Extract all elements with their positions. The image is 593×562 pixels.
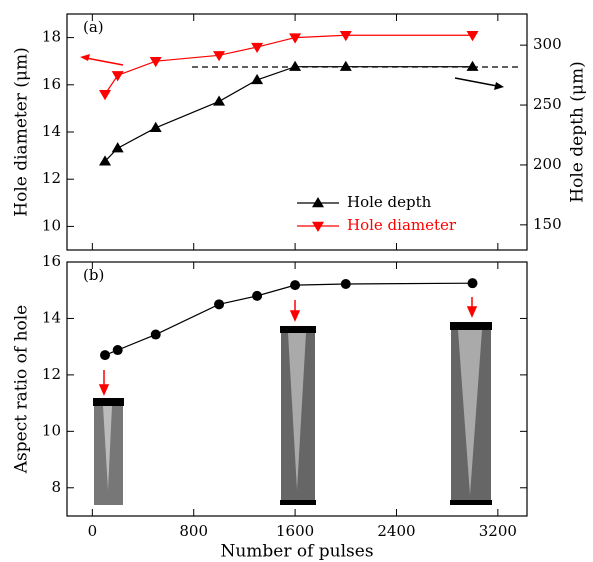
y-tick-label: 12 [42, 169, 61, 187]
series-line [104, 282, 473, 356]
marker [339, 31, 352, 42]
sem-images [93, 297, 492, 505]
y-tick-label: 12 [42, 365, 61, 383]
plot-frame [66, 13, 528, 251]
marker [290, 280, 301, 291]
marker [149, 57, 162, 68]
panel-label: (b) [83, 266, 104, 284]
y-tick-label: 14 [42, 122, 61, 140]
marker [467, 278, 478, 289]
panel-label: (a) [83, 18, 104, 36]
y-tick-label: 14 [42, 308, 61, 326]
marker [251, 73, 264, 85]
marker [149, 121, 162, 133]
y2-tick-label: 150 [533, 215, 562, 233]
y2-tick-label: 250 [533, 95, 562, 113]
y-tick-label: 18 [42, 28, 61, 46]
series-line [104, 34, 473, 95]
marker [312, 221, 324, 232]
marker [289, 60, 302, 71]
y2-tick-label: 200 [533, 155, 562, 173]
arrow-head [80, 54, 90, 61]
marker [100, 350, 111, 361]
marker [339, 60, 352, 71]
marker [111, 71, 124, 82]
marker [99, 90, 112, 101]
y-tick-label: 10 [42, 421, 61, 439]
marker [251, 42, 264, 54]
arrow-head [494, 82, 504, 90]
y2-axis-label: Hole depth (μm) [568, 61, 588, 202]
marker [466, 31, 479, 42]
y2-tick-label: 300 [533, 35, 562, 53]
marker [466, 60, 479, 71]
y-tick-label: 16 [42, 75, 61, 93]
x-axis-label: Number of pulses [220, 542, 373, 562]
x-tick-label: 0 [88, 522, 98, 540]
y-tick-label: 10 [42, 216, 61, 234]
marker [213, 95, 226, 106]
marker [111, 142, 124, 153]
marker [312, 197, 324, 208]
x-tick-label: 3200 [479, 522, 517, 540]
marker [213, 51, 226, 62]
marker [289, 33, 302, 44]
x-tick-label: 2400 [377, 522, 415, 540]
y-axis-label: Hole diameter (μm) [12, 47, 32, 216]
y-axis-label: Aspect ratio of hole [12, 305, 32, 474]
y-tick-label: 16 [42, 252, 61, 270]
marker [99, 155, 112, 166]
legend-label: Hole depth [347, 193, 432, 211]
x-tick-label: 1600 [276, 522, 314, 540]
arrow [85, 57, 124, 66]
marker [252, 290, 263, 301]
marker [340, 279, 351, 290]
marker [150, 329, 161, 340]
series-line [104, 66, 473, 162]
y-tick-label: 8 [51, 478, 61, 496]
x-tick-label: 800 [179, 522, 208, 540]
marker [214, 299, 225, 310]
legend-label: Hole diameter [347, 216, 457, 234]
marker [112, 345, 123, 356]
arrow [454, 77, 498, 87]
plot-frame [66, 261, 528, 517]
